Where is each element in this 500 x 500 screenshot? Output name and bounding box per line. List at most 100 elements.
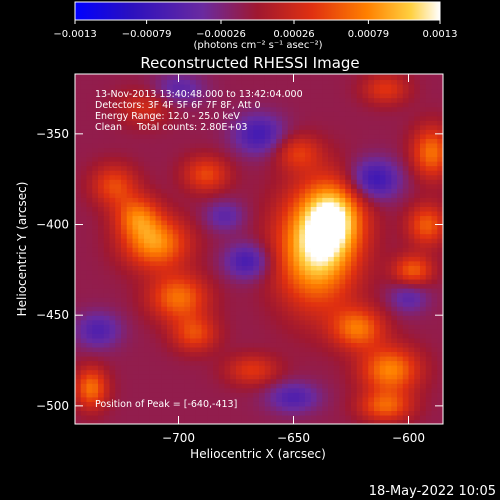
heatmap-cell	[397, 351, 404, 357]
heatmap-cell	[345, 315, 352, 321]
heatmap-cell	[201, 383, 208, 389]
heatmap-cell	[293, 319, 300, 325]
heatmap-cell	[287, 247, 295, 253]
heatmap-cell	[213, 170, 220, 176]
heatmap-cell	[247, 179, 254, 185]
heatmap-cell	[431, 269, 438, 275]
heatmap-cell	[138, 374, 145, 380]
heatmap-cell	[230, 115, 237, 121]
heatmap-cell	[121, 133, 128, 139]
heatmap-cell	[172, 265, 180, 271]
heatmap-cell	[121, 315, 128, 321]
heatmap-cell	[333, 74, 341, 81]
heatmap-cell	[293, 374, 300, 380]
heatmap-cell	[115, 197, 122, 203]
heatmap-cell	[80, 93, 88, 99]
heatmap-cell	[310, 287, 318, 294]
heatmap-cell	[230, 215, 237, 221]
heatmap-cell	[356, 201, 364, 207]
heatmap-cell	[230, 324, 237, 330]
heatmap-cell	[305, 170, 312, 176]
heatmap-cell	[310, 165, 318, 171]
heatmap-cell	[368, 88, 375, 94]
heatmap-cell	[397, 328, 404, 334]
heatmap-cell	[356, 410, 364, 416]
heatmap-cell	[431, 97, 438, 103]
heatmap-cell	[293, 297, 300, 303]
heatmap-cell	[224, 292, 231, 298]
heatmap-cell	[253, 392, 260, 398]
heatmap-cell	[437, 374, 443, 380]
heatmap-cell	[402, 274, 410, 280]
heatmap-cell	[138, 106, 145, 112]
heatmap-cell	[328, 346, 335, 353]
heatmap-cell	[155, 346, 162, 353]
heatmap-cell	[218, 414, 226, 421]
heatmap-cell	[207, 192, 214, 198]
heatmap-cell	[149, 210, 157, 217]
heatmap-cell	[126, 306, 134, 312]
heatmap-cell	[218, 138, 226, 144]
heatmap-cell	[190, 74, 197, 81]
heatmap-cell	[345, 161, 352, 167]
heatmap-cell	[362, 346, 369, 353]
heatmap-cell	[402, 328, 410, 334]
heatmap-cell	[218, 210, 226, 217]
heatmap-cell	[402, 142, 410, 149]
heatmap-cell	[351, 238, 358, 244]
heatmap-cell	[178, 301, 185, 307]
heatmap-cell	[408, 183, 415, 189]
heatmap-cell	[385, 278, 392, 285]
heatmap-cell	[178, 174, 185, 180]
heatmap-cell	[230, 74, 237, 76]
heatmap-cell	[374, 192, 381, 198]
heatmap-cell	[425, 88, 433, 94]
heatmap-cell	[276, 210, 283, 217]
heatmap-cell	[201, 129, 208, 135]
heatmap-cell	[213, 115, 220, 121]
heatmap-cell	[264, 179, 272, 185]
heatmap-cell	[322, 374, 329, 380]
heatmap-cell	[213, 387, 220, 393]
heatmap-cell	[138, 251, 145, 257]
heatmap-cell	[402, 83, 410, 90]
heatmap-cell	[270, 374, 277, 380]
heatmap-cell	[351, 315, 358, 321]
heatmap-cell	[92, 215, 99, 221]
heatmap-cell	[201, 215, 208, 221]
heatmap-cell	[178, 328, 185, 334]
heatmap-cell	[339, 410, 346, 416]
heatmap-cell	[287, 219, 295, 226]
heatmap-cell	[397, 274, 404, 280]
heatmap-cell	[322, 197, 329, 203]
heatmap-cell	[121, 102, 128, 108]
heatmap-cell	[149, 405, 157, 411]
heatmap-cell	[121, 269, 128, 275]
heatmap-cell	[98, 124, 105, 130]
heatmap-cell	[316, 342, 323, 348]
heatmap-cell	[121, 333, 128, 339]
heatmap-cell	[339, 170, 346, 176]
heatmap-cell	[161, 392, 168, 398]
heatmap-cell	[368, 256, 375, 262]
heatmap-cell	[333, 129, 341, 135]
heatmap-cell	[270, 201, 277, 207]
heatmap-cell	[109, 210, 116, 217]
heatmap-cell	[425, 256, 433, 262]
heatmap-cell	[247, 383, 254, 389]
heatmap-cell	[115, 346, 122, 353]
heatmap-cell	[236, 88, 243, 94]
heatmap-cell	[213, 405, 220, 411]
heatmap-cell	[172, 97, 180, 103]
heatmap-cell	[201, 170, 208, 176]
heatmap-cell	[144, 83, 151, 90]
heatmap-cell	[80, 401, 88, 407]
heatmap-cell	[310, 396, 318, 402]
heatmap-cell	[333, 260, 341, 266]
heatmap-cell	[351, 256, 358, 262]
heatmap-cell	[345, 410, 352, 416]
heatmap-cell	[328, 106, 335, 112]
heatmap-cell	[408, 256, 415, 262]
heatmap-cell	[98, 251, 105, 257]
heatmap-cell	[345, 274, 352, 280]
